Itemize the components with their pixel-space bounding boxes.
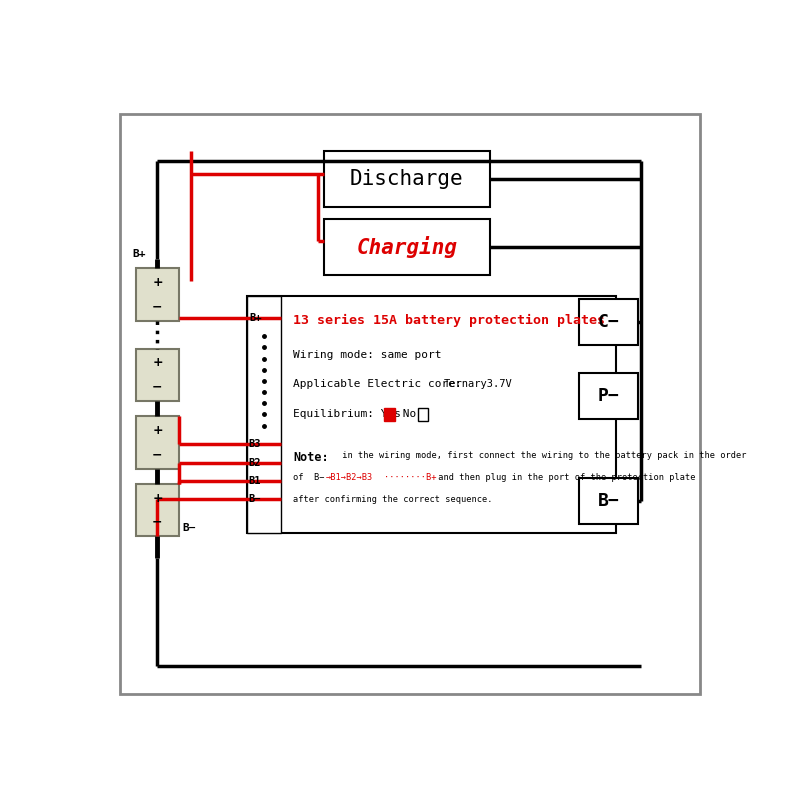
Bar — [579, 299, 638, 346]
Text: ········B+: ········B+ — [384, 473, 437, 482]
Text: Discharge: Discharge — [350, 169, 464, 189]
Bar — [136, 349, 179, 401]
Text: B+: B+ — [133, 250, 146, 259]
Text: Equilibrium: Yes: Equilibrium: Yes — [293, 409, 401, 419]
Text: B3: B3 — [249, 439, 261, 449]
Text: +: + — [152, 276, 162, 289]
Bar — [579, 373, 638, 419]
Text: B−: B− — [249, 494, 261, 505]
Text: P−: P− — [598, 387, 619, 406]
Text: Applicable Electric core:: Applicable Electric core: — [293, 379, 462, 390]
Text: after confirming the correct sequence.: after confirming the correct sequence. — [293, 495, 493, 504]
Text: −: − — [152, 448, 162, 461]
Bar — [324, 219, 490, 274]
Bar — [418, 408, 429, 422]
Text: B−: B− — [598, 492, 619, 510]
Bar — [136, 269, 179, 321]
Text: B−: B− — [182, 523, 195, 534]
Text: −: − — [152, 516, 162, 529]
Text: C−: C− — [598, 314, 619, 331]
Bar — [136, 484, 179, 537]
Text: B+: B+ — [250, 313, 262, 322]
Text: +: + — [152, 424, 162, 437]
Text: B1: B1 — [249, 476, 261, 486]
Text: Charging: Charging — [357, 236, 458, 258]
Bar — [246, 296, 281, 534]
Bar — [384, 408, 394, 422]
Text: B2: B2 — [249, 458, 261, 467]
Text: Note:: Note: — [293, 451, 329, 464]
Bar — [246, 296, 616, 534]
Bar — [136, 416, 179, 469]
Text: No: No — [396, 409, 423, 419]
Text: of  B−: of B− — [293, 473, 325, 482]
Text: −: − — [152, 380, 162, 394]
Text: Ternary3.7V: Ternary3.7V — [444, 379, 513, 390]
Text: →B1→B2→B3: →B1→B2→B3 — [326, 473, 373, 482]
Bar — [579, 478, 638, 524]
Text: 13 series 15A battery protection plates: 13 series 15A battery protection plates — [293, 314, 605, 327]
Text: −: − — [152, 300, 162, 314]
Text: +: + — [152, 356, 162, 369]
Text: in the wiring mode, first connect the wiring to the battery pack in the order: in the wiring mode, first connect the wi… — [338, 451, 747, 460]
Text: Wiring mode: same port: Wiring mode: same port — [293, 350, 442, 360]
Text: +: + — [152, 492, 162, 505]
Text: and then plug in the port of the protection plate: and then plug in the port of the protect… — [434, 473, 696, 482]
Bar — [324, 151, 490, 207]
